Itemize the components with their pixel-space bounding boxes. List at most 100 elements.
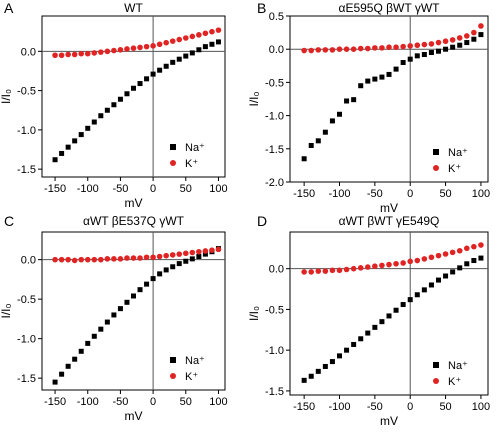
k-point	[350, 46, 357, 52]
na-point	[400, 59, 406, 65]
x-tick-label: 50	[439, 188, 451, 200]
na-point	[386, 313, 392, 319]
legend-swatch	[433, 165, 439, 171]
k-point	[124, 46, 130, 52]
k-point	[315, 268, 322, 274]
x-tick-label: 100	[209, 183, 227, 195]
na-point	[131, 293, 136, 299]
k-point	[117, 46, 124, 53]
k-point	[196, 32, 202, 38]
k-point	[137, 44, 143, 51]
na-point	[189, 256, 195, 262]
k-point	[71, 257, 78, 264]
k-point	[414, 257, 421, 264]
k-point	[308, 47, 315, 54]
k-point	[111, 47, 117, 54]
legend-swatch	[170, 373, 176, 379]
na-point	[322, 363, 328, 369]
na-point	[308, 373, 314, 379]
na-point	[144, 76, 150, 82]
k-point	[463, 245, 470, 252]
k-point	[111, 256, 117, 262]
na-point	[85, 125, 91, 131]
k-point	[176, 36, 183, 43]
panel-title: αE595Q βWT γWT	[339, 1, 441, 15]
k-point	[336, 267, 343, 274]
x-tick-label: -50	[112, 396, 128, 408]
na-point	[59, 371, 65, 377]
na-point	[436, 277, 441, 283]
na-point	[344, 98, 350, 104]
na-point	[393, 307, 399, 313]
legend: Na⁺ K⁺	[433, 360, 468, 388]
na-point	[457, 265, 463, 271]
k-point	[442, 251, 449, 257]
na-point	[436, 48, 441, 54]
k-point	[471, 243, 477, 250]
legend-label: K⁺	[185, 371, 198, 383]
y-tick-label: -1.0	[17, 125, 36, 137]
x-tick-label: -100	[328, 401, 350, 413]
y-tick-label: -1.5	[265, 386, 284, 398]
k-point	[169, 252, 176, 258]
na-point	[337, 111, 342, 117]
plot-frame	[41, 15, 226, 178]
na-point	[358, 83, 364, 89]
y-tick-label: -0.5	[17, 86, 36, 98]
k-point	[209, 28, 215, 35]
x-axis-label: mV	[125, 196, 143, 210]
na-point	[85, 340, 91, 346]
panel-letter: B	[257, 0, 266, 16]
k-point	[78, 50, 85, 57]
k-point	[98, 49, 104, 55]
x-tick-label: 50	[180, 396, 192, 408]
na-point	[428, 282, 434, 288]
na-point	[52, 379, 58, 385]
legend-swatch	[433, 378, 439, 384]
na-point	[176, 261, 182, 267]
k-point	[58, 52, 65, 59]
x-tick-label: 100	[472, 188, 490, 200]
y-tick-label: 0.0	[21, 46, 36, 58]
k-point	[65, 51, 71, 58]
k-point	[163, 252, 169, 259]
x-tick-label: 50	[180, 183, 192, 195]
y-tick-label: -0.5	[265, 77, 284, 89]
k-point	[478, 23, 484, 29]
na-point	[104, 107, 110, 113]
y-tick-label: 0.0	[269, 44, 284, 56]
na-point	[322, 129, 328, 135]
na-point	[150, 276, 156, 282]
na-point	[196, 47, 202, 53]
na-point	[457, 42, 463, 48]
legend-swatch	[170, 144, 176, 150]
na-point	[163, 267, 169, 273]
na-point	[176, 56, 182, 62]
y-tick-label: 0.0	[21, 255, 36, 267]
na-point	[157, 67, 163, 73]
k-point	[315, 47, 322, 53]
x-tick-label: -100	[328, 188, 350, 200]
k-point	[189, 249, 196, 256]
k-point	[372, 263, 378, 270]
y-tick-label: -1.0	[265, 345, 284, 357]
x-axis-label: mV	[380, 414, 398, 428]
k-point	[124, 255, 130, 261]
k-point	[215, 246, 222, 253]
k-point	[169, 38, 176, 44]
panel-a: A WT -150 -100 -50 0 50 100 0.0 -0.5 -1.0 -1.5 mV I/I…	[0, 0, 228, 210]
na-point	[344, 347, 350, 353]
k-point	[329, 47, 336, 53]
k-point	[336, 46, 343, 52]
legend: Na⁺ K⁺	[170, 142, 205, 170]
x-tick-label: -150	[293, 401, 315, 413]
k-point	[163, 39, 169, 46]
k-point	[435, 252, 442, 259]
x-axis-label: mV	[380, 201, 398, 215]
k-point	[478, 242, 484, 248]
na-point	[365, 330, 371, 336]
k-point	[400, 260, 406, 266]
na-point	[421, 287, 427, 293]
k-point	[329, 267, 336, 274]
x-tick-label: -50	[112, 183, 128, 195]
